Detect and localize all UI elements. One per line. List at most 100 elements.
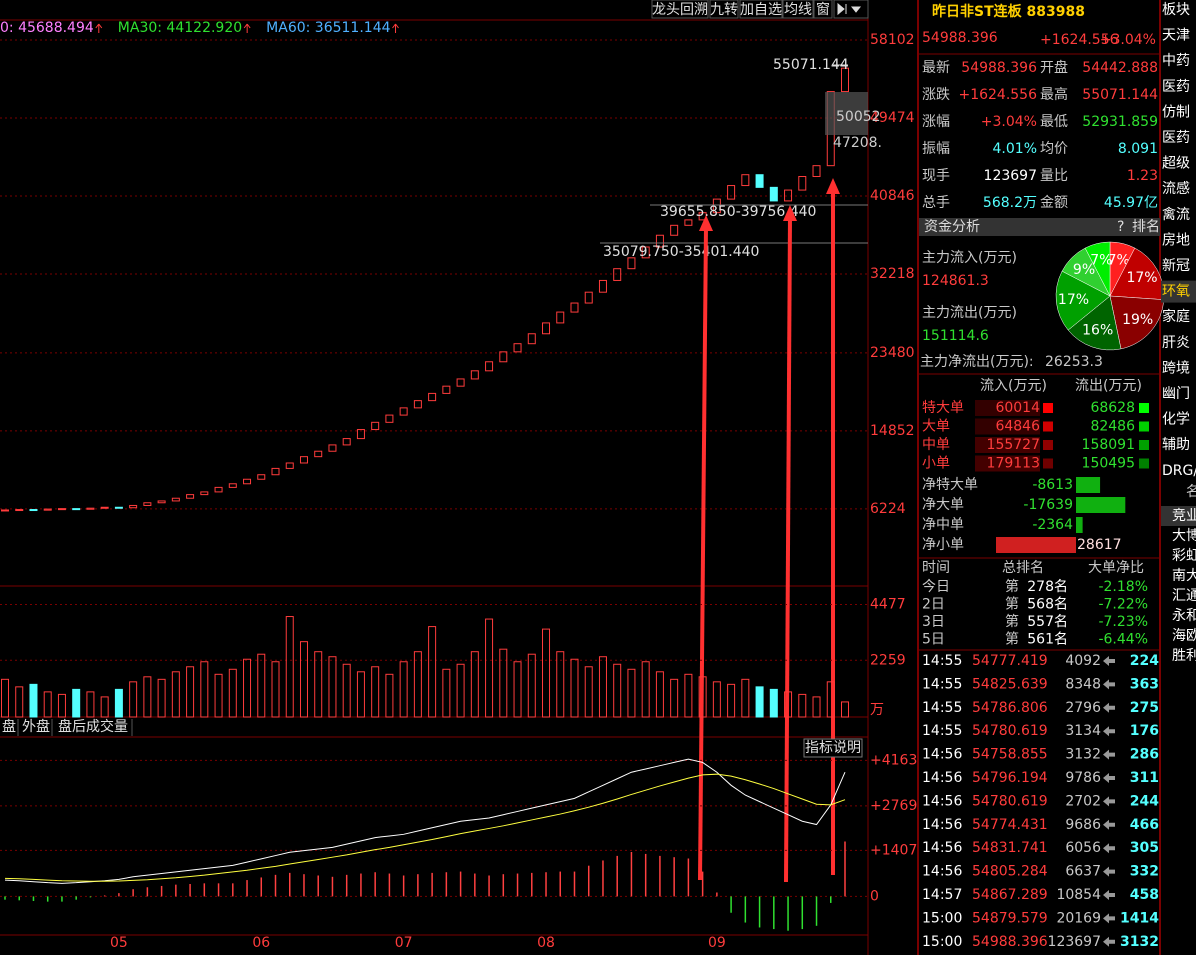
sector-item[interactable]: 中药 xyxy=(1162,53,1190,69)
sector-item[interactable]: 房地 xyxy=(1162,232,1190,248)
stock-item[interactable]: 彩虹 xyxy=(1172,548,1196,564)
quote-label: 最高 xyxy=(1040,86,1068,103)
sector-item[interactable]: DRG/ xyxy=(1162,463,1196,479)
sector-item[interactable]: 医药 xyxy=(1162,79,1190,95)
sector-item[interactable]: 天津 xyxy=(1162,28,1190,44)
trade-price: 54780.619 xyxy=(972,793,1048,809)
toolbar-button-label[interactable]: 加自选 xyxy=(740,2,782,18)
toolbar-button-label[interactable]: 均线 xyxy=(784,2,812,18)
price-annotation: 35079.750-35401.440 xyxy=(603,244,759,260)
volume-bar xyxy=(214,673,223,718)
tab[interactable]: 外盘 xyxy=(22,718,50,735)
toolbar-button[interactable] xyxy=(739,0,783,19)
price-change: +1624.556 xyxy=(1040,32,1119,48)
volume-bar xyxy=(641,661,650,718)
stock-item[interactable]: 永和 xyxy=(1172,608,1196,624)
candle xyxy=(72,508,81,511)
indicator-button-label[interactable]: 指标说明 xyxy=(805,740,861,756)
outflow-value: 158091 xyxy=(1082,437,1135,453)
volume-bar xyxy=(584,666,593,718)
candle xyxy=(1,509,9,512)
toolbar-button[interactable] xyxy=(709,0,739,19)
sector-item[interactable]: 化学 xyxy=(1162,412,1190,428)
stock-item[interactable]: 南大 xyxy=(1172,568,1196,584)
trade-price: 54786.806 xyxy=(972,700,1048,716)
trade-count: 286 xyxy=(1130,747,1159,763)
trade-volume: 3132 xyxy=(1065,747,1101,763)
indicator-button[interactable] xyxy=(803,738,863,758)
volume-bar xyxy=(399,661,408,718)
tab[interactable]: 盘后成交量 xyxy=(58,718,128,735)
quote-title: 昨日非ST连板 883988 xyxy=(932,3,1085,20)
toolbar-button-label[interactable]: 九转 xyxy=(710,2,738,18)
volume-bar xyxy=(413,651,422,718)
sector-item[interactable]: 禽流 xyxy=(1162,206,1190,223)
x-tick-label: 07 xyxy=(395,935,413,951)
candle xyxy=(513,343,522,353)
candle xyxy=(171,497,180,502)
net-row-value: -2364 xyxy=(1032,517,1073,533)
trade-price: 54825.639 xyxy=(972,676,1048,692)
candle xyxy=(86,507,95,510)
trade-time: 14:56 xyxy=(922,840,962,856)
rank-button[interactable]: 排名 xyxy=(1132,219,1160,235)
candle xyxy=(356,429,365,440)
section-title: 资金分析 xyxy=(924,219,980,235)
y-tick-label: 40846 xyxy=(870,188,915,204)
sector-item[interactable]: 家庭 xyxy=(1162,308,1190,325)
stock-item[interactable]: 胜利 xyxy=(1172,648,1196,664)
sector-item[interactable]: 肝炎 xyxy=(1162,335,1190,351)
stock-item[interactable]: 竞业 xyxy=(1172,507,1196,524)
trade-arrow xyxy=(1103,726,1115,737)
sector-item[interactable]: 新冠 xyxy=(1162,258,1190,274)
sector-item[interactable]: 仿制 xyxy=(1162,104,1190,120)
quote-label: 振幅 xyxy=(922,141,950,157)
sector-item[interactable]: 幽门 xyxy=(1162,386,1190,402)
y-tick-label: 4477 xyxy=(870,597,906,613)
sector-item[interactable]: 医药 xyxy=(1162,130,1190,146)
candle xyxy=(129,504,138,509)
toolbar-button-label[interactable]: 龙头回溯 xyxy=(652,2,708,18)
stock-item[interactable]: 汇通 xyxy=(1172,588,1196,604)
volume-bar xyxy=(1,678,9,718)
candle xyxy=(769,186,778,202)
trade-price: 54867.289 xyxy=(972,887,1048,903)
sector-item[interactable]: 辅助 xyxy=(1162,437,1190,453)
trade-time: 14:56 xyxy=(922,793,962,809)
y-tick-label: 32218 xyxy=(870,266,915,282)
toolbar-button-label[interactable]: 窗 xyxy=(816,1,830,18)
sector-item[interactable]: 流感 xyxy=(1162,180,1190,197)
pie-label: 16% xyxy=(1082,323,1113,339)
rank-word: 第 xyxy=(1005,631,1019,648)
stock-item[interactable]: 大博 xyxy=(1172,527,1196,544)
toolbar-button[interactable] xyxy=(813,0,833,19)
trade-time: 14:55 xyxy=(922,723,962,739)
arrow-head xyxy=(699,215,713,231)
inflow-value: 155727 xyxy=(987,437,1040,453)
nav-button[interactable] xyxy=(833,0,869,19)
toolbar-button[interactable] xyxy=(651,0,709,19)
trade-count: 244 xyxy=(1130,793,1159,809)
quote-value: 54988.396 xyxy=(961,60,1037,76)
trade-price: 54831.741 xyxy=(972,840,1048,856)
outflow-value: 68628 xyxy=(1090,400,1135,416)
candle xyxy=(299,456,308,464)
column-head: 名 xyxy=(1186,484,1196,500)
stock-item[interactable]: 海欧 xyxy=(1172,628,1196,644)
cell-bg xyxy=(975,400,1040,416)
quote-label: 开盘 xyxy=(1040,59,1068,76)
candle xyxy=(114,506,123,509)
tab[interactable]: 盘 xyxy=(2,718,16,735)
cell-marker xyxy=(1139,403,1149,413)
help-button[interactable]: ? xyxy=(1117,219,1124,235)
sector-item[interactable]: 跨境 xyxy=(1162,360,1190,376)
volume-bar xyxy=(285,616,294,718)
volume-bar xyxy=(43,691,52,718)
sector-item[interactable]: 板块 xyxy=(1162,2,1190,18)
sector-item[interactable]: 环氧 xyxy=(1162,284,1190,300)
sector-item[interactable]: 超级 xyxy=(1162,156,1190,172)
rank-word: 第 xyxy=(1005,596,1019,613)
toolbar-button[interactable] xyxy=(782,0,814,19)
volume-bar xyxy=(100,696,109,718)
trade-arrow xyxy=(1103,843,1115,854)
